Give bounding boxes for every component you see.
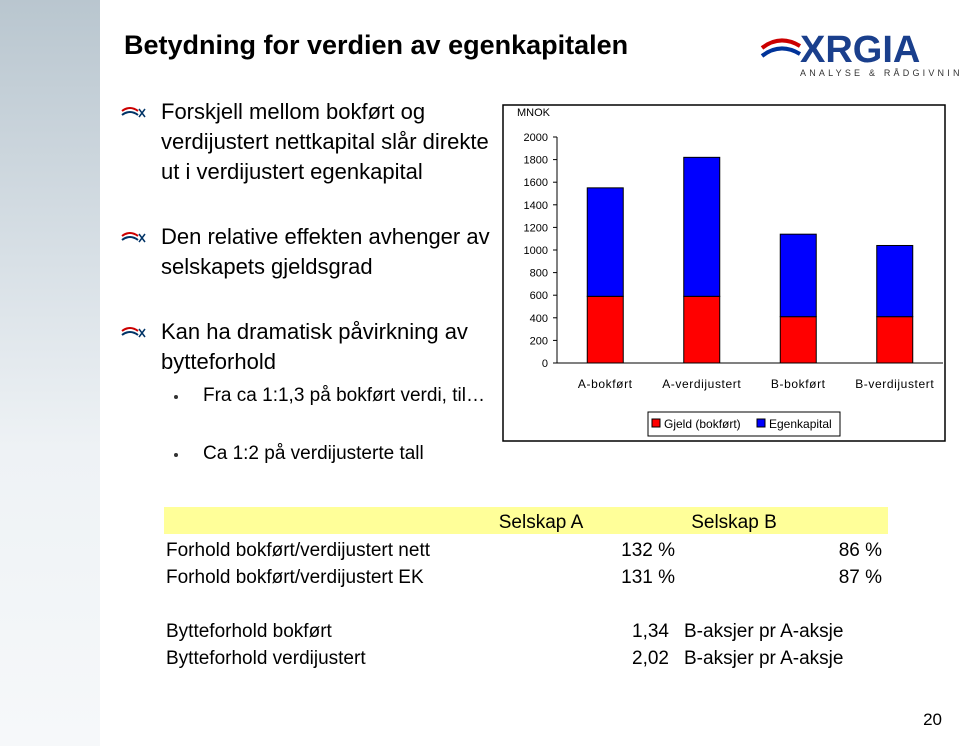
table-cell: Forhold bokført/verdijustert nett (166, 540, 431, 561)
bullet-x (138, 108, 146, 118)
y-tick-label: 2000 (524, 132, 548, 144)
table-cell: 2,02 (632, 648, 669, 669)
logo-tagline: ANALYSE & RÅDGIVNING (800, 68, 960, 78)
y-tick-label: 0 (542, 358, 548, 370)
y-tick-label: 1200 (524, 222, 548, 234)
bar-segment (779, 316, 817, 364)
legend-label: Egenkapital (769, 417, 832, 431)
chart-frame (502, 104, 946, 442)
bar-segment (876, 316, 914, 364)
legend-swatch (756, 418, 766, 428)
legend-label: Gjeld (bokført) (664, 417, 741, 431)
bullet-text: Kan ha dramatisk påvirkning av bytteforh… (161, 319, 468, 374)
bar-segment (683, 295, 721, 364)
table-cell: B-aksjer pr A-aksje (684, 621, 843, 642)
y-tick-label: 1600 (524, 177, 548, 189)
bullet-x (138, 328, 146, 338)
table-cell: 131 % (621, 567, 675, 588)
bar-segment (779, 233, 817, 318)
legend-swatch (651, 418, 661, 428)
table-cell: Forhold bokført/verdijustert EK (166, 567, 424, 588)
table-cell: Bytteforhold verdijustert (166, 648, 366, 669)
table-header: Selskap A (499, 512, 584, 533)
x-tick-label: A-verdijustert (662, 377, 741, 391)
bullet-swoosh (121, 232, 139, 237)
table-cell: Bytteforhold bokført (166, 621, 333, 642)
table-header-band (164, 507, 888, 534)
legend-frame (647, 411, 841, 437)
table-cell: B-aksjer pr A-aksje (684, 648, 843, 669)
sub-bullet-text: Fra ca 1:1,3 på bokført verdi, til… (203, 385, 485, 406)
table-header: Selskap B (691, 512, 777, 533)
sub-bullet-dot (174, 395, 178, 399)
sub-bullet-text: Ca 1:2 på verdijusterte tall (203, 443, 424, 464)
bar-segment (586, 295, 624, 364)
x-tick-label: B-verdijustert (855, 377, 934, 391)
slide-title: Betydning for verdien av egenkapitalen (124, 30, 629, 60)
bar-segment (586, 187, 624, 297)
logo: XRGIA ANALYSE & RÅDGIVNING (760, 29, 960, 78)
bullet-swoosh (121, 236, 139, 241)
bullet-swoosh (121, 111, 139, 116)
background-photo (0, 0, 100, 746)
y-tick-label: 1800 (524, 155, 548, 167)
x-tick-label: B-bokført (771, 377, 826, 391)
x-tick-label: A-bokført (578, 377, 633, 391)
sub-bullet-dot (174, 453, 178, 457)
table-cell: 87 % (839, 567, 882, 588)
logo-name: XRGIA (800, 29, 920, 71)
bullet-swoosh (121, 107, 139, 112)
y-tick-label: 400 (530, 313, 548, 325)
bullet-x (138, 233, 146, 243)
bullet-swoosh (121, 331, 139, 336)
bar-segment (876, 244, 914, 318)
bullet-text: Forskjell mellom bokført og verdijustert… (161, 99, 489, 184)
bullet-text: Den relative effekten avhenger av selska… (161, 224, 490, 279)
table-cell: 86 % (839, 540, 882, 561)
y-tick-label: 1000 (524, 245, 548, 257)
bullet-swoosh (121, 327, 139, 332)
table-cell: 132 % (621, 540, 675, 561)
table-cell: 1,34 (632, 621, 669, 642)
y-tick-label: 200 (530, 335, 548, 347)
y-tick-label: 1400 (524, 200, 548, 212)
y-tick-label: 600 (530, 290, 548, 302)
bar-segment (683, 156, 721, 297)
y-axis-label: MNOK (517, 107, 551, 119)
page-number: 20 (923, 710, 942, 729)
y-tick-label: 800 (530, 268, 548, 280)
